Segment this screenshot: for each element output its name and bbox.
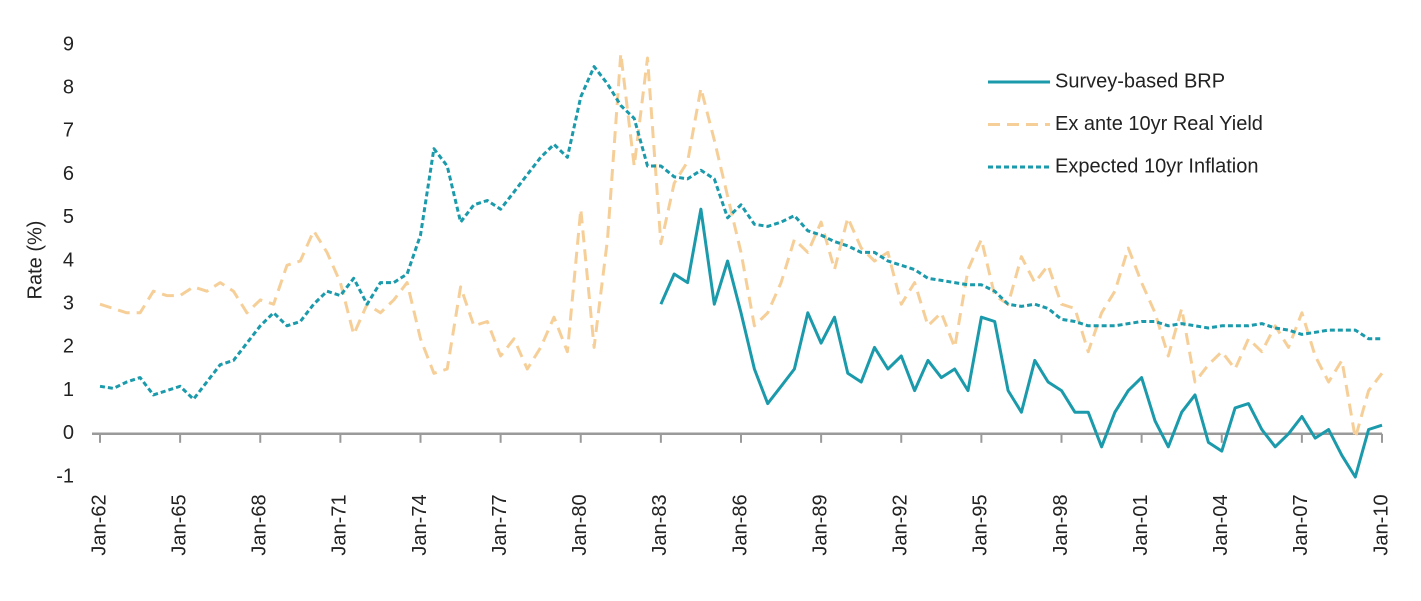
y-tick-label: 8 [63,76,74,98]
x-tick-label: Jan-95 [970,494,992,555]
x-tick-label: Jan-68 [249,494,271,555]
series-line [99,52,1384,440]
y-tick-label: 9 [63,33,74,55]
x-tick-label: Jan-74 [409,494,431,555]
series-line [659,207,1383,479]
x-tick-label: Jan-86 [729,494,751,555]
x-tick-label: Jan-62 [88,494,110,555]
x-tick-label: Jan-01 [1130,494,1152,555]
y-tick-label: 1 [63,379,74,401]
y-tick-label: 7 [63,120,74,142]
legend-label: Expected 10yr Inflation [1055,155,1258,177]
x-tick-label: Jan-65 [168,494,190,555]
y-tick-label: 5 [63,206,74,228]
x-tick-label: Jan-89 [809,494,831,555]
legend-label: Survey-based BRP [1055,70,1225,92]
x-tick-label: Jan-80 [569,494,591,555]
y-tick-label: -1 [56,465,74,487]
y-tick-label: 6 [63,163,74,185]
x-tick-label: Jan-04 [1210,494,1232,555]
x-tick-label: Jan-83 [649,494,671,555]
y-axis-label: Rate (%) [24,221,46,300]
y-tick-label: 4 [63,249,74,271]
y-tick-label: 2 [63,336,74,358]
series-line [99,65,1382,401]
y-tick-label: 3 [63,292,74,314]
x-tick-label: Jan-10 [1370,494,1392,555]
x-tick-label: Jan-77 [489,494,511,555]
x-tick-label: Jan-98 [1050,494,1072,555]
x-tick-label: Jan-07 [1290,494,1312,555]
x-tick-label: Jan-71 [329,494,351,555]
y-tick-label: 0 [63,422,74,444]
x-tick-label: Jan-92 [890,494,912,555]
legend-label: Ex ante 10yr Real Yield [1055,113,1263,135]
